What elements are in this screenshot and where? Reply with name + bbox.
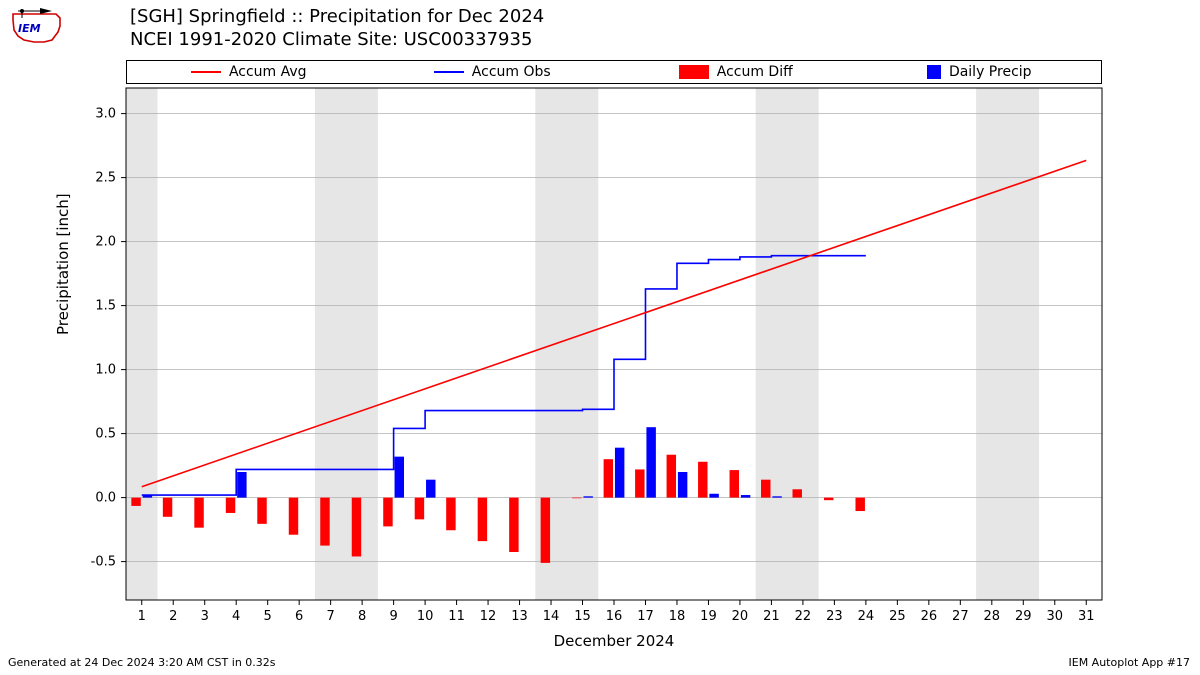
legend-line-red — [191, 71, 221, 73]
precipitation-chart: -0.50.00.51.01.52.02.53.0123456789101112… — [126, 88, 1102, 600]
chart-legend: Accum Avg Accum Obs Accum Diff Daily Pre… — [126, 60, 1102, 84]
svg-text:IEM: IEM — [18, 22, 41, 35]
legend-line-blue — [434, 71, 464, 73]
legend-label: Accum Avg — [229, 64, 307, 80]
svg-text:15: 15 — [574, 609, 591, 624]
svg-text:5: 5 — [264, 609, 272, 624]
svg-text:23: 23 — [826, 609, 843, 624]
svg-text:30: 30 — [1047, 609, 1064, 624]
chart-title: [SGH] Springfield :: Precipitation for D… — [130, 6, 544, 51]
legend-accum-avg: Accum Avg — [127, 64, 371, 80]
svg-text:11: 11 — [448, 609, 465, 624]
svg-text:27: 27 — [952, 609, 969, 624]
title-line-2: NCEI 1991-2020 Climate Site: USC00337935 — [130, 29, 544, 52]
legend-label: Daily Precip — [949, 64, 1032, 80]
svg-text:31: 31 — [1078, 609, 1095, 624]
svg-text:1.5: 1.5 — [95, 299, 116, 314]
legend-label: Accum Diff — [717, 64, 793, 80]
svg-text:22: 22 — [795, 609, 812, 624]
svg-text:4: 4 — [232, 609, 240, 624]
svg-text:7: 7 — [327, 609, 335, 624]
footer-generated-at: Generated at 24 Dec 2024 3:20 AM CST in … — [8, 656, 276, 669]
title-line-1: [SGH] Springfield :: Precipitation for D… — [130, 6, 544, 29]
legend-rect-red — [679, 65, 709, 79]
svg-text:21: 21 — [763, 609, 780, 624]
svg-text:29: 29 — [1015, 609, 1032, 624]
svg-text:2.0: 2.0 — [95, 235, 116, 250]
svg-text:19: 19 — [700, 609, 717, 624]
svg-text:0.0: 0.0 — [95, 491, 116, 506]
svg-text:-0.5: -0.5 — [91, 555, 116, 570]
svg-text:17: 17 — [637, 609, 654, 624]
svg-text:3: 3 — [201, 609, 209, 624]
y-axis-label: Precipitation [inch] — [54, 193, 72, 335]
svg-text:28: 28 — [984, 609, 1001, 624]
legend-rect-blue — [927, 65, 941, 79]
svg-text:6: 6 — [295, 609, 303, 624]
svg-text:2.5: 2.5 — [95, 171, 116, 186]
legend-accum-diff: Accum Diff — [614, 64, 858, 80]
svg-text:12: 12 — [480, 609, 497, 624]
svg-text:9: 9 — [389, 609, 397, 624]
svg-text:3.0: 3.0 — [95, 107, 116, 122]
svg-text:13: 13 — [511, 609, 528, 624]
svg-text:24: 24 — [858, 609, 875, 624]
svg-text:2: 2 — [169, 609, 177, 624]
legend-accum-obs: Accum Obs — [371, 64, 615, 80]
legend-daily-precip: Daily Precip — [858, 64, 1102, 80]
svg-text:16: 16 — [606, 609, 623, 624]
svg-text:25: 25 — [889, 609, 906, 624]
svg-text:18: 18 — [669, 609, 686, 624]
legend-label: Accum Obs — [472, 64, 551, 80]
svg-text:0.5: 0.5 — [95, 427, 116, 442]
svg-text:10: 10 — [417, 609, 434, 624]
svg-text:8: 8 — [358, 609, 366, 624]
iem-logo: IEM — [8, 6, 68, 46]
footer-app-id: IEM Autoplot App #17 — [1069, 656, 1191, 669]
svg-text:26: 26 — [921, 609, 938, 624]
x-axis-label: December 2024 — [126, 632, 1102, 650]
svg-text:1: 1 — [138, 609, 146, 624]
svg-text:20: 20 — [732, 609, 749, 624]
svg-text:14: 14 — [543, 609, 560, 624]
svg-text:1.0: 1.0 — [95, 363, 116, 378]
